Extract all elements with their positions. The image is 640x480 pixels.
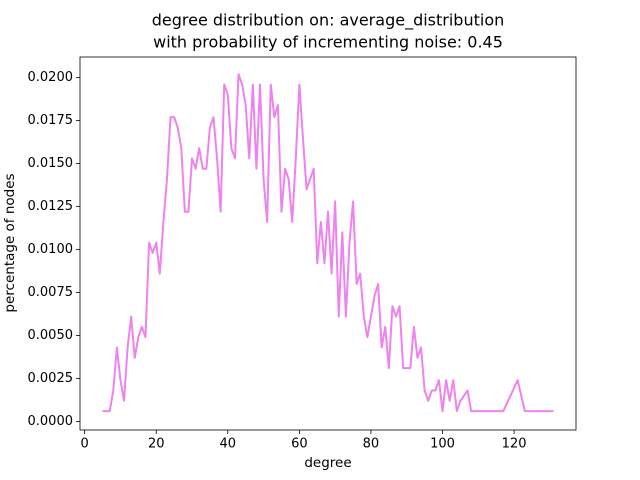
- axes-frame: [79, 56, 577, 431]
- x-tick-label: 60: [291, 437, 308, 452]
- y-tick-label: 0.0050: [28, 328, 74, 343]
- x-axis-label: degree: [304, 455, 351, 471]
- x-tick-label: 100: [430, 437, 455, 452]
- y-tick-label: 0.0125: [28, 199, 74, 214]
- x-tick-label: 40: [220, 437, 237, 452]
- x-tick-label: 20: [148, 437, 165, 452]
- chart-title: with probability of incrementing noise: …: [153, 33, 503, 52]
- chart-title: degree distribution on: average_distribu…: [152, 11, 505, 31]
- y-tick-label: 0.0000: [28, 414, 74, 429]
- y-axis-label: percentage of nodes: [2, 173, 18, 312]
- data-line: [102, 73, 554, 413]
- x-tick-label: 120: [502, 437, 527, 452]
- y-tick-label: 0.0025: [28, 371, 74, 386]
- y-tick-label: 0.0200: [28, 70, 74, 85]
- y-tick-label: 0.0175: [28, 113, 74, 128]
- y-tick-label: 0.0150: [28, 156, 74, 171]
- y-tick-label: 0.0100: [28, 242, 74, 257]
- y-tick-label: 0.0075: [28, 285, 74, 300]
- x-tick-label: 0: [81, 437, 89, 452]
- x-tick-label: 80: [363, 437, 380, 452]
